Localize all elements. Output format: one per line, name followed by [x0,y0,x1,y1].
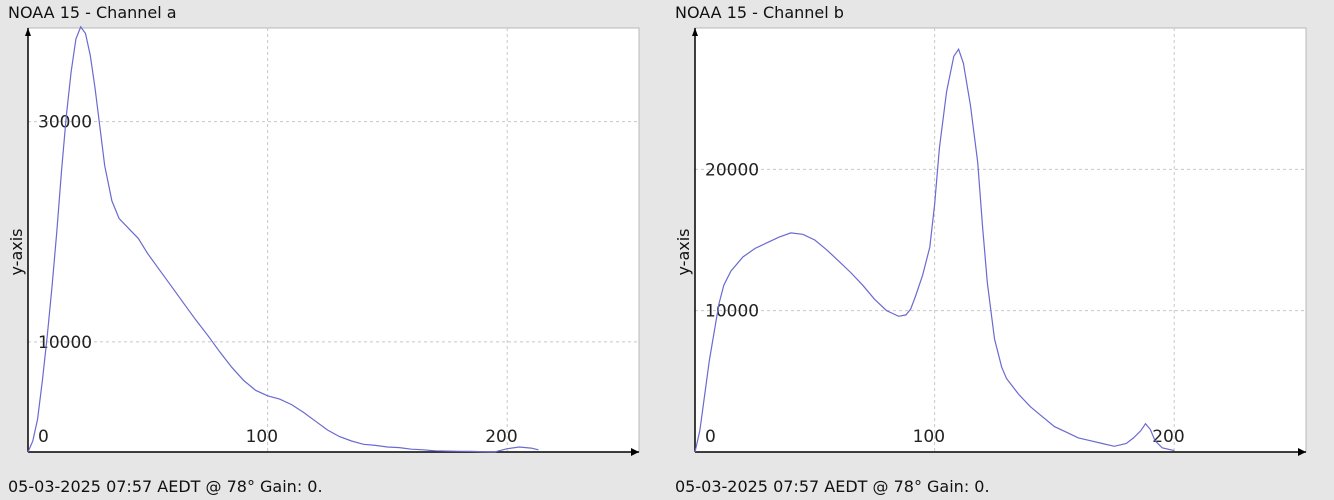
plot-background [27,27,640,453]
y-tick-label: 20000 [705,160,759,180]
x-tick-label: 100 [246,427,278,447]
y-tick-label: 30000 [38,113,92,133]
y-axis-label: y-axis [7,228,26,275]
x-tick-label: 200 [485,427,517,447]
y-tick-label: 10000 [705,302,759,322]
y-axis-label: y-axis [674,228,693,275]
series-line [27,25,539,453]
plot-area: 0 100 200 10000 20000 y-axis [674,27,1307,456]
chart-footer: 05-03-2025 07:57 AEDT @ 78° Gain: 0. [8,477,323,496]
plot-area: 0 100 200 10000 30000 y-axis [7,25,640,456]
x-axis-arrow [631,448,639,456]
chart-title: NOAA 15 - Channel b [675,3,844,22]
x-axis-arrow [1298,448,1306,456]
chart-title: NOAA 15 - Channel a [8,3,177,22]
chart-footer: 05-03-2025 07:57 AEDT @ 78° Gain: 0. [675,477,990,496]
x-tick-label: 0 [38,427,49,447]
chart-panel-a: NOAA 15 - Channel a 0 100 200 10000 30000 y-a… [7,3,640,496]
x-tick-label: 200 [1152,427,1184,447]
x-tick-label: 100 [913,427,945,447]
series-line [694,47,1175,453]
y-axis-arrow [25,28,31,36]
y-axis-arrow [692,28,698,36]
y-tick-label: 10000 [38,333,92,353]
plot-background [694,27,1307,453]
x-tick-label: 0 [705,427,716,447]
chart-panel-b: NOAA 15 - Channel b 0 100 200 10000 20000 y-a… [667,0,1334,500]
